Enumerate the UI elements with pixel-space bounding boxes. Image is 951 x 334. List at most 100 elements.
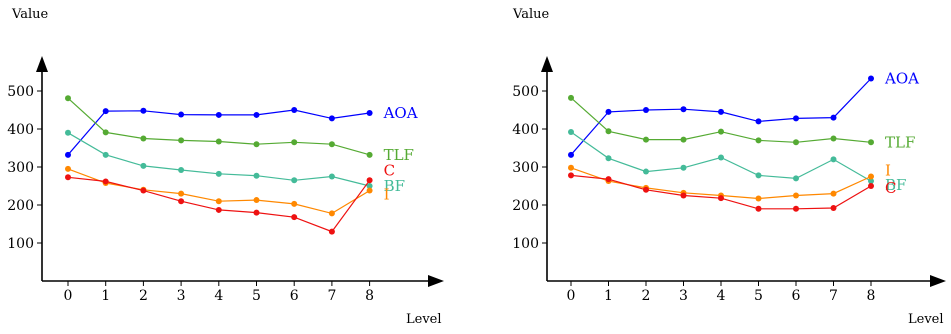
data-point (568, 151, 574, 158)
data-point (830, 205, 837, 212)
series-label: I (885, 162, 891, 180)
data-point (291, 200, 298, 207)
x-tick-label: 3 (679, 288, 688, 304)
data-point (253, 197, 260, 204)
data-point (102, 129, 109, 136)
data-point (605, 108, 612, 115)
data-point (643, 136, 649, 143)
data-point (718, 128, 724, 135)
data-point (328, 173, 335, 180)
series-tlf: TLF (568, 94, 915, 151)
data-point (830, 135, 837, 142)
series-line (570, 174, 872, 210)
y-tick-label: 400 (7, 122, 34, 138)
series-label: C (885, 179, 896, 197)
data-point (868, 183, 874, 189)
data-point (868, 75, 874, 82)
y-tick-label: 300 (512, 160, 539, 176)
x-tick-label: 4 (717, 288, 726, 304)
data-point (328, 141, 335, 148)
data-point (755, 172, 762, 179)
x-tick-label: 5 (754, 288, 763, 304)
y-axis-title: Value (11, 7, 48, 22)
data-point (366, 110, 373, 117)
data-point (253, 111, 260, 118)
x-tick-label: 0 (567, 288, 576, 304)
data-point (680, 136, 687, 143)
data-point (328, 228, 335, 235)
x-tick-label: 6 (792, 288, 801, 304)
y-tick-label: 200 (512, 198, 539, 214)
data-point (568, 129, 574, 136)
x-tick-label: 5 (252, 288, 261, 304)
data-point (868, 139, 874, 146)
data-point (643, 107, 649, 113)
data-point (65, 95, 71, 102)
data-point (830, 190, 837, 197)
data-point (253, 172, 260, 179)
data-point (291, 214, 298, 221)
x-tick-label: 7 (327, 288, 336, 304)
data-point (215, 198, 222, 205)
chart-1: Value Level 100 200 300 400 500 0 1 2 3 4 5 6 7 8 AOA TLF… (7, 7, 444, 327)
data-point (755, 137, 762, 144)
y-axis-arrow (541, 56, 553, 72)
series-bf: BF (568, 129, 906, 194)
data-point (366, 183, 373, 189)
data-point (830, 114, 837, 121)
data-point (868, 178, 874, 185)
series-label: C (384, 161, 395, 179)
data-point (755, 205, 762, 212)
series-line (67, 176, 371, 233)
series-aoa: AOA (65, 104, 418, 158)
series-line (67, 97, 370, 156)
data-point (253, 141, 260, 148)
x-tick-label: 8 (365, 288, 374, 304)
data-point (140, 107, 147, 114)
x-tick-label: 1 (604, 288, 613, 304)
data-point (291, 107, 298, 113)
data-point (680, 106, 687, 113)
data-point (102, 178, 109, 185)
y-tick-label: 500 (512, 84, 539, 100)
data-point (718, 108, 724, 115)
series-c: C (65, 161, 395, 235)
series-label: AOA (383, 104, 418, 122)
data-point (793, 139, 799, 146)
data-point (215, 111, 222, 118)
data-point (793, 115, 799, 122)
data-point (178, 111, 185, 118)
data-point (868, 173, 874, 180)
series-line (570, 97, 872, 143)
x-axis-title: Level (406, 312, 442, 327)
data-point (65, 151, 71, 158)
data-point (178, 190, 185, 197)
data-point (178, 137, 185, 144)
y-tick-label: 500 (7, 84, 34, 100)
x-tick-label: 3 (177, 288, 186, 304)
x-tick-label: 6 (290, 288, 299, 304)
data-point (65, 165, 71, 172)
chart-2: Value Level 100 200 300 400 500 0 1 2 3 4 5 6 7 8 AOA TLF… (512, 7, 946, 327)
data-point (65, 129, 71, 136)
data-point (605, 176, 612, 183)
data-point (755, 195, 762, 202)
data-point (643, 168, 649, 175)
data-point (568, 164, 574, 171)
data-point (793, 192, 799, 199)
data-point (102, 151, 109, 158)
data-point (215, 170, 222, 177)
data-point (568, 94, 574, 101)
data-point (830, 156, 837, 163)
data-point (755, 118, 762, 125)
x-tick-label: 0 (64, 288, 73, 304)
data-point (366, 151, 373, 158)
data-point (140, 135, 147, 142)
y-tick-label: 100 (512, 236, 539, 252)
data-point (215, 138, 222, 145)
data-point (328, 210, 335, 217)
series-bf: BF (65, 129, 405, 195)
data-point (793, 175, 799, 182)
data-point (65, 174, 71, 181)
